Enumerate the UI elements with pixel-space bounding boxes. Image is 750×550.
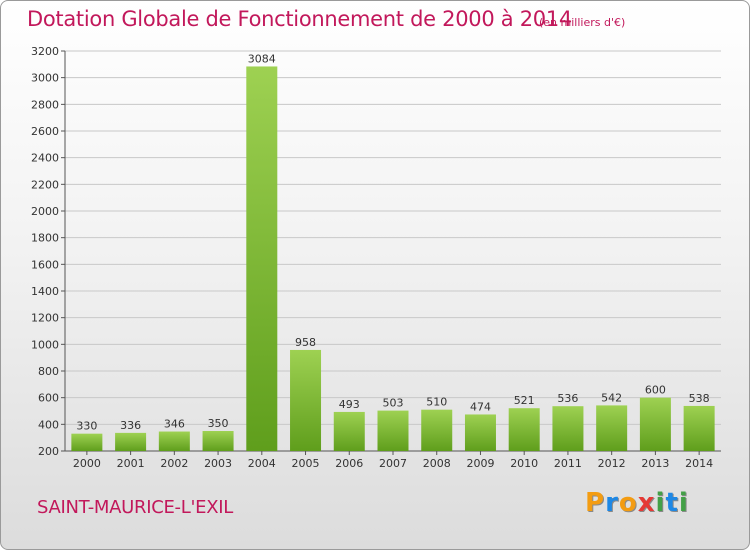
bar-value-label: 521 — [514, 394, 535, 407]
bar-2004 — [246, 66, 278, 451]
y-tick-label: 1600 — [31, 258, 59, 271]
bar-value-label: 600 — [645, 384, 666, 397]
commune-name: SAINT-MAURICE-L'EXIL — [37, 497, 233, 518]
bar-2012 — [596, 405, 628, 451]
y-tick-label: 800 — [38, 365, 59, 378]
y-tick-label: 200 — [38, 445, 59, 458]
x-tick-label: 2011 — [554, 457, 582, 470]
x-tick-label: 2013 — [641, 457, 669, 470]
x-tick-label: 2012 — [598, 457, 626, 470]
x-tick-label: 2007 — [379, 457, 407, 470]
bar-2013 — [639, 397, 671, 451]
x-tick-label: 2000 — [73, 457, 101, 470]
y-tick-label: 1000 — [31, 338, 59, 351]
x-tick-label: 2006 — [335, 457, 363, 470]
bar-value-label: 503 — [383, 397, 404, 410]
y-tick-label: 1800 — [31, 232, 59, 245]
bar-2014 — [683, 405, 715, 451]
bar-2002 — [158, 431, 190, 451]
bar-2003 — [202, 431, 234, 451]
y-tick-label: 1200 — [31, 312, 59, 325]
x-tick-label: 2005 — [292, 457, 320, 470]
bar-value-label: 474 — [470, 400, 491, 413]
proxiti-logo: Proxiti — [585, 488, 689, 518]
y-tick-label: 2000 — [31, 205, 59, 218]
y-tick-label: 400 — [38, 418, 59, 431]
y-tick-label: 2600 — [31, 125, 59, 138]
bar-2010 — [508, 408, 540, 451]
bar-2008 — [421, 409, 453, 451]
bar-value-label: 346 — [164, 418, 185, 431]
x-tick-label: 2014 — [685, 457, 713, 470]
logo-letter: o — [618, 488, 638, 518]
bar-value-label: 3084 — [248, 52, 276, 65]
x-tick-label: 2010 — [510, 457, 538, 470]
bar-value-label: 536 — [557, 392, 578, 405]
bar-value-label: 510 — [426, 396, 447, 409]
x-tick-label: 2002 — [160, 457, 188, 470]
y-tick-label: 3200 — [31, 45, 59, 58]
bar-2009 — [464, 414, 496, 451]
logo-letter: i — [678, 488, 689, 518]
chart-subtitle: (en milliers d'€) — [539, 16, 626, 29]
bar-value-label: 538 — [689, 392, 710, 405]
logo-letter: P — [585, 488, 606, 518]
bar-2001 — [115, 432, 147, 451]
x-tick-label: 2001 — [117, 457, 145, 470]
y-tick-label: 600 — [38, 392, 59, 405]
x-tick-label: 2009 — [466, 457, 494, 470]
bar-2011 — [552, 406, 584, 451]
logo-letter: x — [637, 488, 656, 518]
y-tick-label: 2200 — [31, 178, 59, 191]
x-tick-label: 2008 — [423, 457, 451, 470]
y-tick-label: 1400 — [31, 285, 59, 298]
y-tick-label: 3000 — [31, 72, 59, 85]
y-tick-label: 2800 — [31, 98, 59, 111]
bar-value-label: 350 — [208, 417, 229, 430]
x-tick-label: 2003 — [204, 457, 232, 470]
bar-value-label: 958 — [295, 336, 316, 349]
bar-2000 — [71, 433, 103, 451]
logo-letter: t — [665, 488, 679, 518]
bar-value-label: 542 — [601, 391, 622, 404]
logo-letter: r — [605, 488, 619, 518]
bar-value-label: 493 — [339, 398, 360, 411]
y-tick-label: 2400 — [31, 152, 59, 165]
bar-2005 — [290, 349, 322, 451]
chart-title: Dotation Globale de Fonctionnement de 20… — [27, 7, 572, 31]
bar-value-label: 336 — [120, 419, 141, 432]
bar-value-label: 330 — [76, 420, 97, 433]
bar-2006 — [333, 411, 365, 451]
bar-2007 — [377, 410, 409, 451]
logo-letter: i — [655, 488, 666, 518]
x-tick-label: 2004 — [248, 457, 276, 470]
